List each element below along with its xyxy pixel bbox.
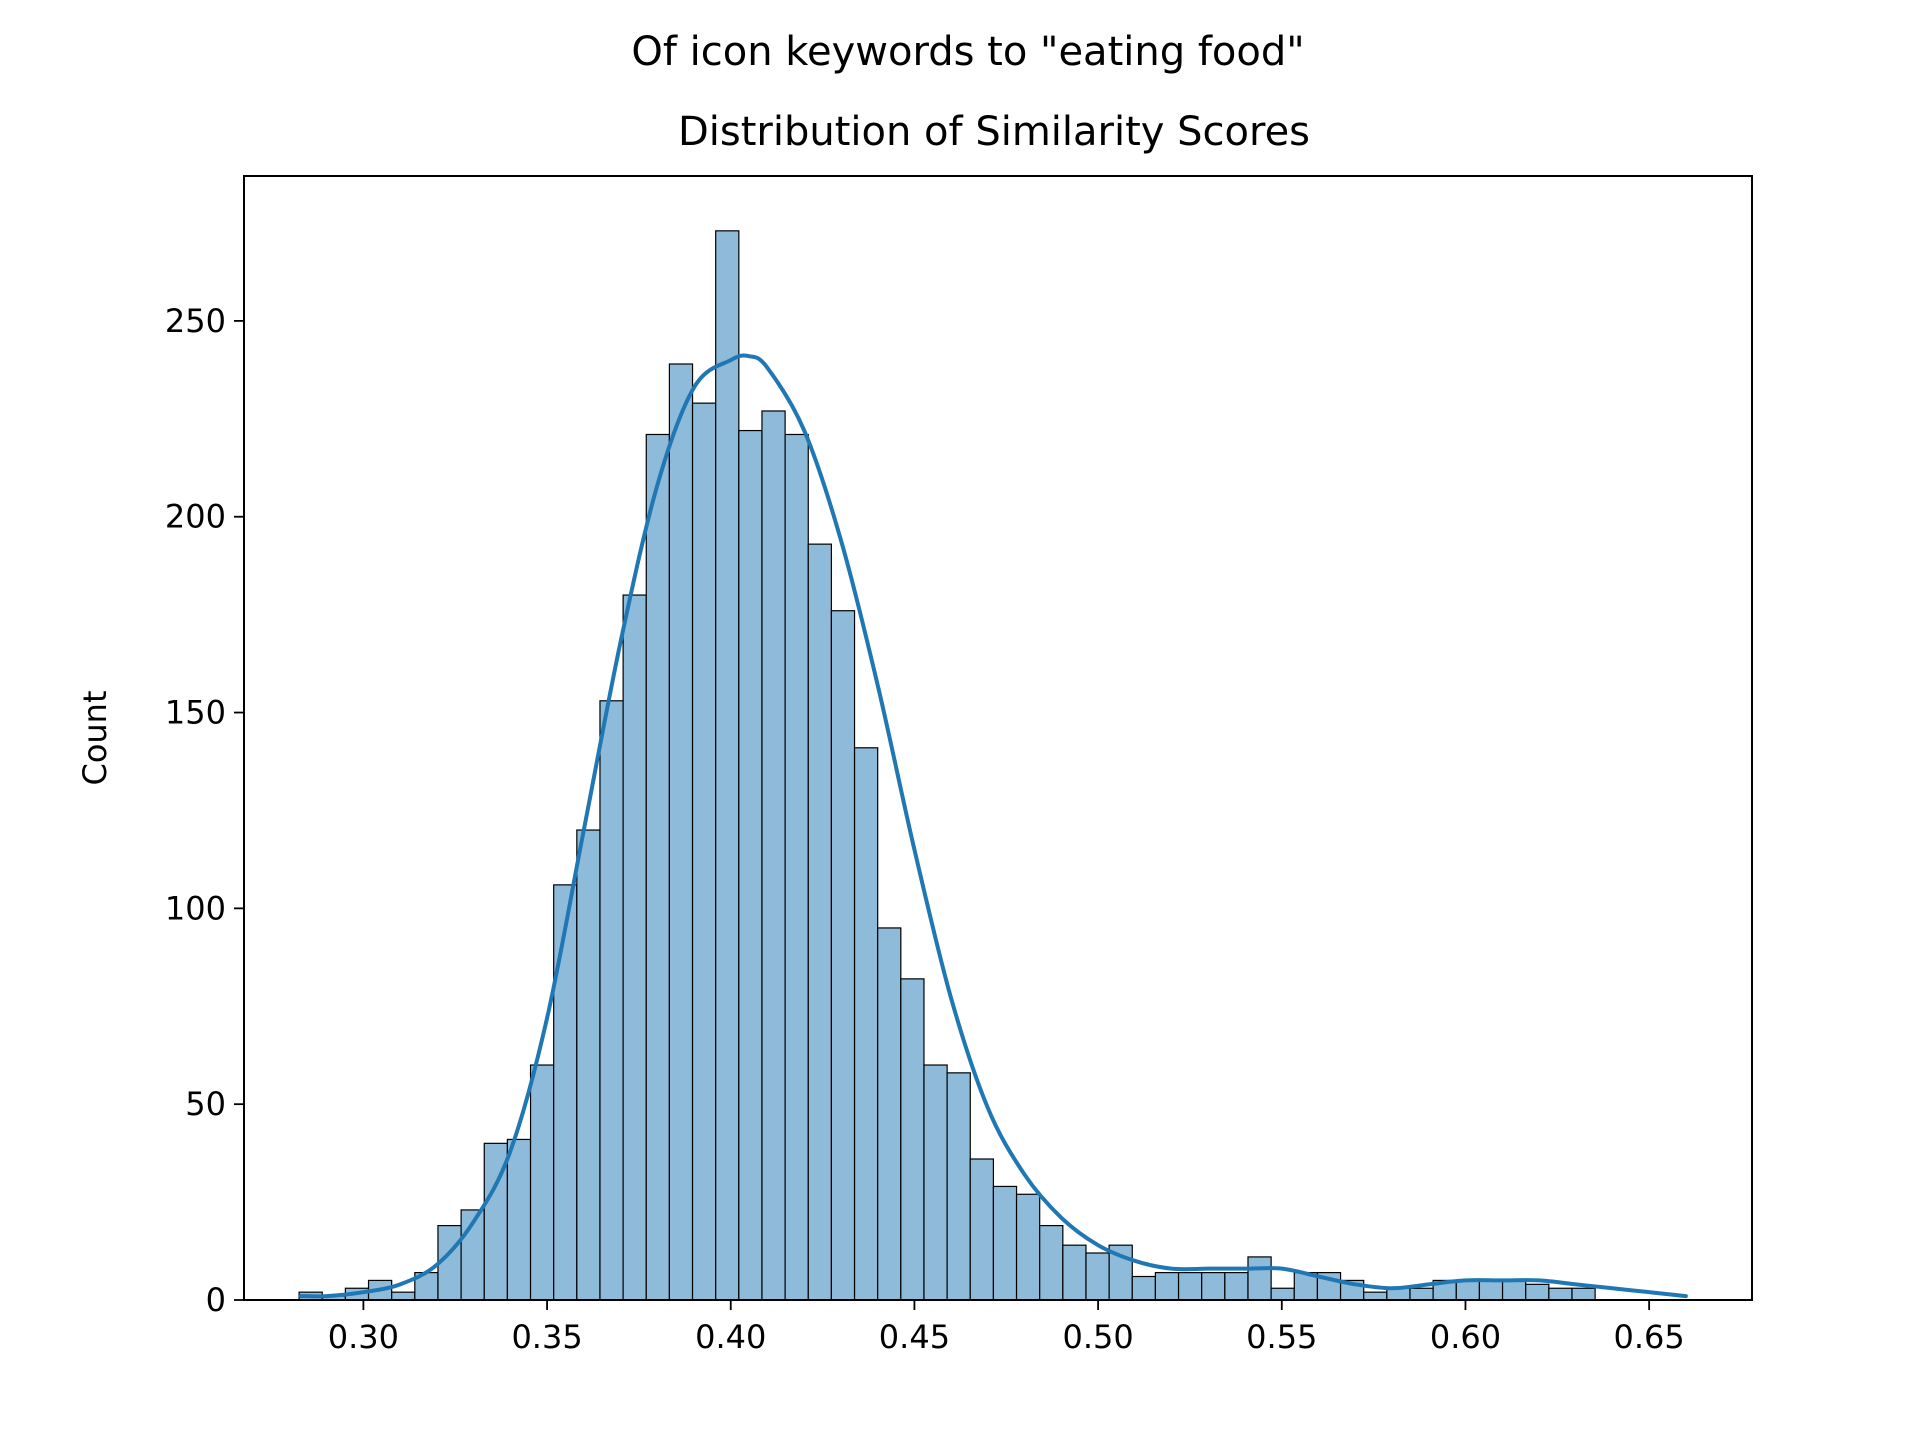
histogram-bar (1270, 1287, 1295, 1301)
histogram-bar (1409, 1287, 1434, 1301)
histogram-bar (738, 429, 763, 1301)
y-tick-label: 50 (185, 1085, 226, 1123)
histogram-bar (622, 594, 647, 1301)
histogram-bar (1455, 1279, 1481, 1301)
histogram-bar (830, 610, 856, 1301)
histogram-bars (298, 230, 1596, 1301)
histogram-bar (807, 543, 833, 1301)
histogram-bar (668, 363, 694, 1301)
histogram-bar (691, 402, 717, 1301)
y-axis-label: Count (76, 690, 114, 785)
plot-frame (243, 175, 1753, 1301)
x-tick-label: 0.60 (1430, 1318, 1501, 1356)
histogram-bar (784, 433, 809, 1301)
kde-curve (298, 353, 1688, 1299)
histogram-bar (1478, 1279, 1504, 1301)
histogram-bar (1224, 1271, 1249, 1301)
x-tick-label: 0.35 (511, 1318, 582, 1356)
x-axis: 0.30 0.35 0.40 0.45 0.50 0.55 0.60 0.65 (328, 1300, 1685, 1356)
kde-layer (298, 353, 1688, 1299)
histogram-bar (1062, 1244, 1087, 1301)
chart-title: Distribution of Similarity Scores (678, 109, 1310, 155)
y-tick-label: 100 (165, 889, 226, 927)
histogram-bar (1571, 1287, 1596, 1301)
x-tick-label: 0.40 (695, 1318, 766, 1356)
x-tick-label: 0.65 (1614, 1318, 1685, 1356)
x-tick-label: 0.50 (1062, 1318, 1133, 1356)
histogram-bar (576, 829, 601, 1301)
histogram-bar (992, 1185, 1018, 1301)
histogram-bar (946, 1072, 971, 1301)
histogram-bar (529, 1064, 555, 1301)
histogram-bar (1177, 1271, 1203, 1301)
histogram-bar (877, 927, 902, 1301)
histogram-bar (391, 1291, 416, 1301)
y-axis: 0 50 100 150 200 250 (165, 302, 244, 1319)
histogram-bar (645, 433, 671, 1301)
histogram-bar (715, 230, 740, 1301)
histogram-bar (969, 1158, 995, 1301)
histogram-bar (1131, 1275, 1157, 1301)
histogram-bar (599, 700, 624, 1301)
histogram-bar (1501, 1279, 1527, 1301)
y-tick-label: 0 (206, 1281, 226, 1319)
chart-suptitle: Of icon keywords to "eating food" (631, 29, 1304, 75)
histogram-bar (1548, 1287, 1573, 1301)
histogram-bar (1154, 1271, 1180, 1301)
histogram-bar (761, 410, 786, 1301)
y-tick-label: 250 (165, 302, 226, 340)
histogram-bar (853, 747, 879, 1301)
y-tick-label: 200 (165, 498, 226, 536)
histogram-bar (1085, 1252, 1110, 1301)
histogram-bar (1201, 1271, 1226, 1301)
histogram-bar (1247, 1256, 1272, 1301)
histogram-bar (1363, 1291, 1388, 1301)
x-tick-label: 0.30 (328, 1318, 399, 1356)
histogram-bar (1525, 1283, 1550, 1301)
histogram-bar (900, 978, 925, 1301)
x-tick-label: 0.45 (879, 1318, 950, 1356)
histogram-bar (1015, 1193, 1041, 1301)
x-tick-label: 0.55 (1246, 1318, 1317, 1356)
histogram-bar (553, 884, 578, 1301)
histogram-bar (506, 1138, 532, 1301)
y-tick-label: 150 (165, 694, 226, 732)
histogram-bar (1039, 1224, 1064, 1301)
histogram-bar (923, 1064, 948, 1301)
